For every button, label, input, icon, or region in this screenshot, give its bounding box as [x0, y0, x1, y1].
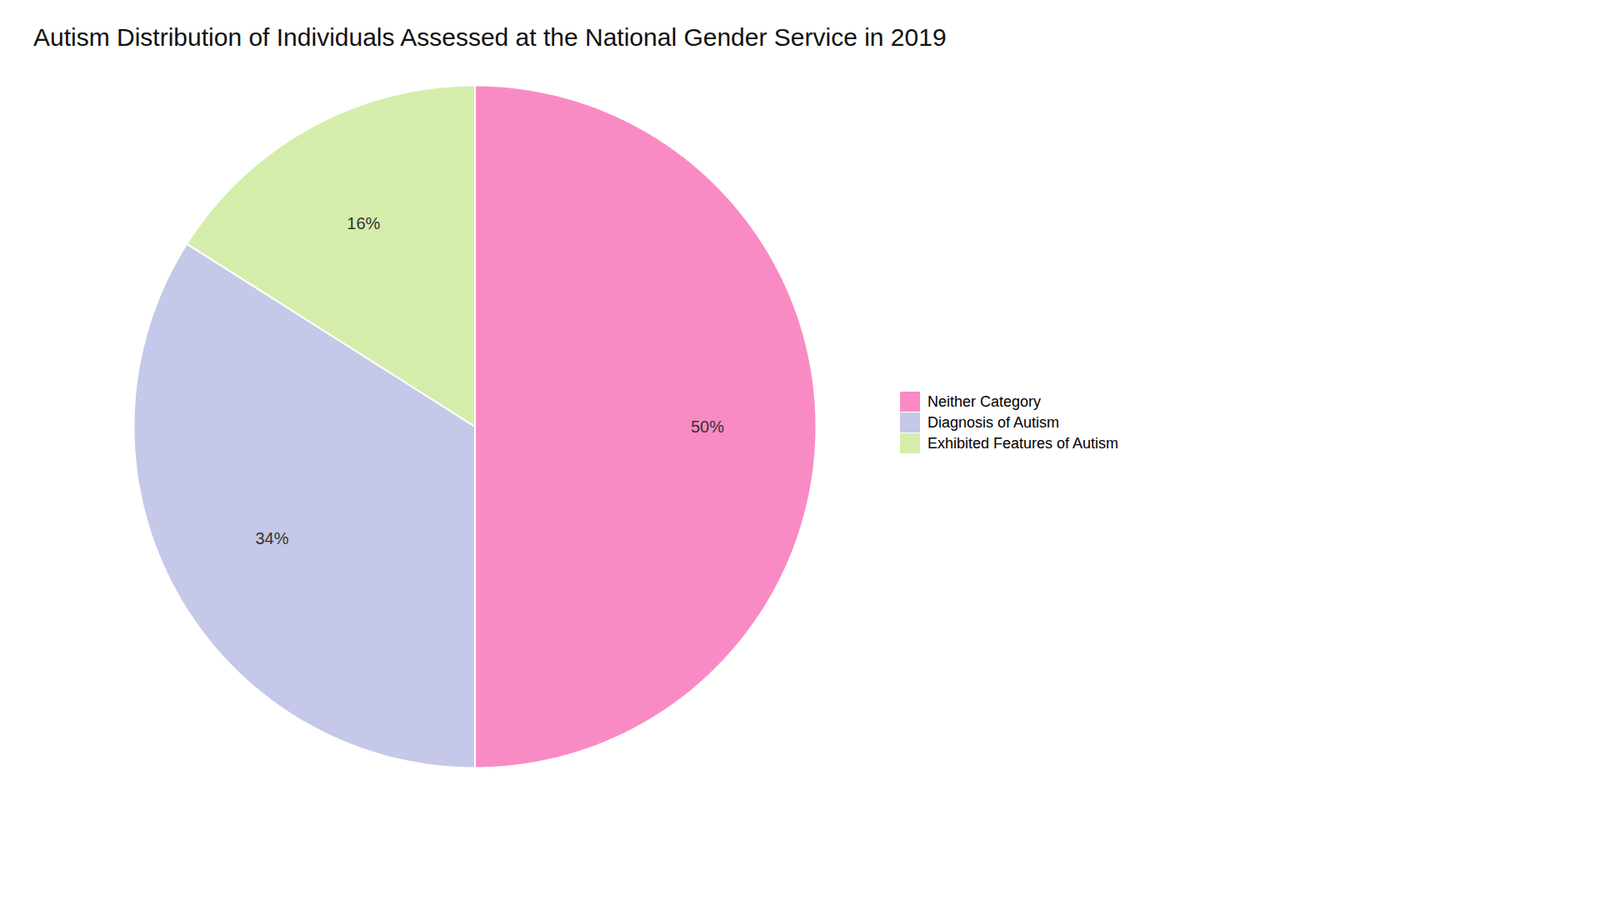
- svg-text:50%: 50%: [690, 417, 725, 436]
- svg-text:16%: 16%: [346, 214, 380, 233]
- svg-text:34%: 34%: [255, 529, 289, 548]
- html-text:Exhibited Features of Autism: Exhibited Features of Autism: [927, 434, 1119, 452]
- html-text:Neither Category: Neither Category: [927, 392, 1041, 410]
- html-text:Diagnosis of Autism: Diagnosis of Autism: [927, 413, 1060, 431]
- html-text:Autism Distribution of Individ: Autism Distribution of Individuals Asses…: [33, 23, 947, 51]
